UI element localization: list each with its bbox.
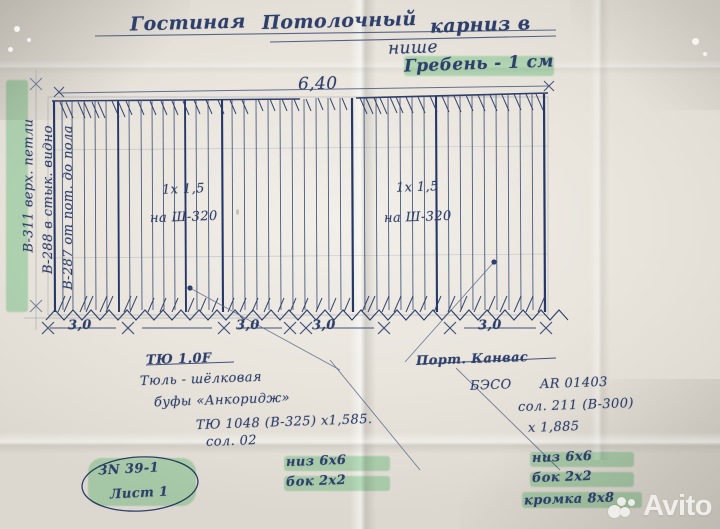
header-note-line2: карниз в bbox=[429, 12, 531, 38]
spec-right-edge: кромка 8х8 bbox=[523, 490, 615, 509]
paper-shadow-top-right bbox=[570, 0, 720, 110]
avito-logo-icon bbox=[608, 494, 638, 520]
header-room-label: Гостиная bbox=[129, 10, 247, 36]
spec-right-brand: БЭСО bbox=[469, 377, 512, 394]
header-note-line1: Потолочный bbox=[261, 7, 417, 35]
avito-watermark-text: Avito bbox=[643, 490, 712, 522]
highlight-hem-left-1 bbox=[284, 456, 390, 471]
dimension-1: 3,0 bbox=[67, 317, 92, 334]
spec-right-article: AR 01403 bbox=[539, 374, 609, 393]
paper-speck bbox=[14, 26, 20, 32]
paper-speck-dark bbox=[236, 209, 239, 215]
margin-note-1: В-311 верх. петли bbox=[21, 118, 37, 253]
highlight-hem-left-2 bbox=[284, 476, 390, 491]
spec-right-hem-side: бок 2х2 bbox=[531, 468, 593, 487]
paper-speck bbox=[8, 47, 13, 52]
stamp-order-number: ЗN 39-1 bbox=[97, 460, 160, 479]
panel-fabric-right: на Ш-320 bbox=[383, 208, 452, 227]
spec-left-line4: сол. 02 bbox=[205, 433, 258, 450]
dimension-3: 3,0 bbox=[311, 317, 336, 334]
avito-watermark: Avito bbox=[608, 490, 712, 523]
panel-ratio-right: 1х 1,5 bbox=[395, 179, 440, 196]
panel-ratio-left: 1х 1,5 bbox=[161, 181, 206, 198]
dimension-2: 3,0 bbox=[235, 317, 260, 334]
paper-crease-horizontal bbox=[0, 432, 720, 454]
paper-crease-vertical-2 bbox=[590, 0, 610, 460]
panel-fabric-left: на Ш-320 bbox=[149, 208, 218, 227]
highlight-hem-right-1 bbox=[530, 452, 634, 467]
highlight-header bbox=[404, 56, 554, 76]
paper-speck bbox=[703, 52, 707, 56]
margin-note-2: В-288 в стык. видно bbox=[40, 125, 56, 274]
highlight-hem-right-2 bbox=[530, 472, 634, 487]
spec-left-hem-side: бок 2х2 bbox=[285, 472, 347, 491]
spec-left-hem-bottom: низ 6х6 bbox=[285, 452, 347, 471]
paper-speck bbox=[692, 38, 699, 45]
spec-right-coefficient: х 1,885 bbox=[527, 419, 580, 436]
margin-note-3: В-287 от пот. до пола bbox=[60, 125, 76, 290]
highlight-stamp bbox=[88, 458, 196, 506]
spec-left-code: ТЮ 1.0F bbox=[145, 350, 212, 369]
highlight-edge-right bbox=[522, 492, 642, 508]
highlight-left-margin bbox=[6, 80, 28, 312]
dimension-total-width: 6,40 bbox=[297, 73, 338, 95]
dimension-4: 3,0 bbox=[477, 317, 502, 334]
spec-right-hem-bottom: низ 6х6 bbox=[531, 448, 593, 467]
stamp-sheet-number: Лист 1 bbox=[109, 484, 169, 503]
paper-speck bbox=[27, 38, 31, 42]
